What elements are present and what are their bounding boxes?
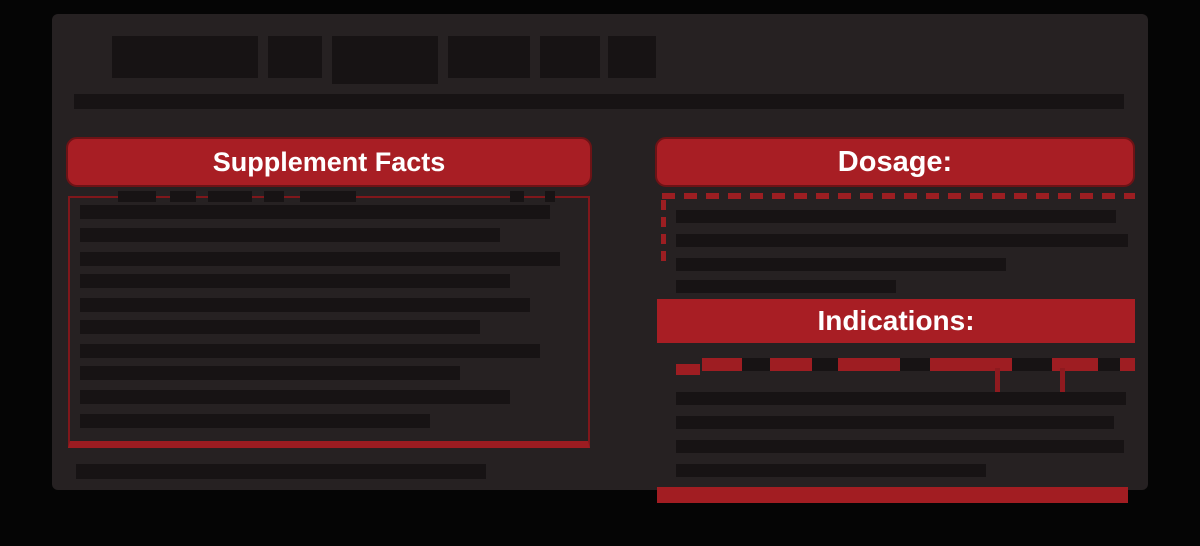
indication-descender-tick: [1060, 368, 1065, 400]
supplement-facts-header-label: Supplement Facts: [212, 146, 446, 177]
dosage-header-label: Dosage:: [837, 145, 953, 178]
indications-header-label: Indications:: [817, 305, 975, 336]
indication-descender-tick: [995, 368, 1000, 394]
right-panel-bottom-bar: [657, 487, 1128, 503]
dosage-header: Dosage:: [655, 137, 1135, 187]
indication-bullet: [676, 364, 700, 375]
dosage-dashed-left-border: [661, 200, 666, 266]
supplement-facts-header: Supplement Facts: [66, 137, 592, 187]
indication-highlight-rule: [702, 358, 1135, 371]
indications-header: Indications:: [657, 299, 1135, 343]
dosage-dashed-divider: [662, 193, 1135, 199]
supplement-facts-box: [68, 196, 590, 448]
